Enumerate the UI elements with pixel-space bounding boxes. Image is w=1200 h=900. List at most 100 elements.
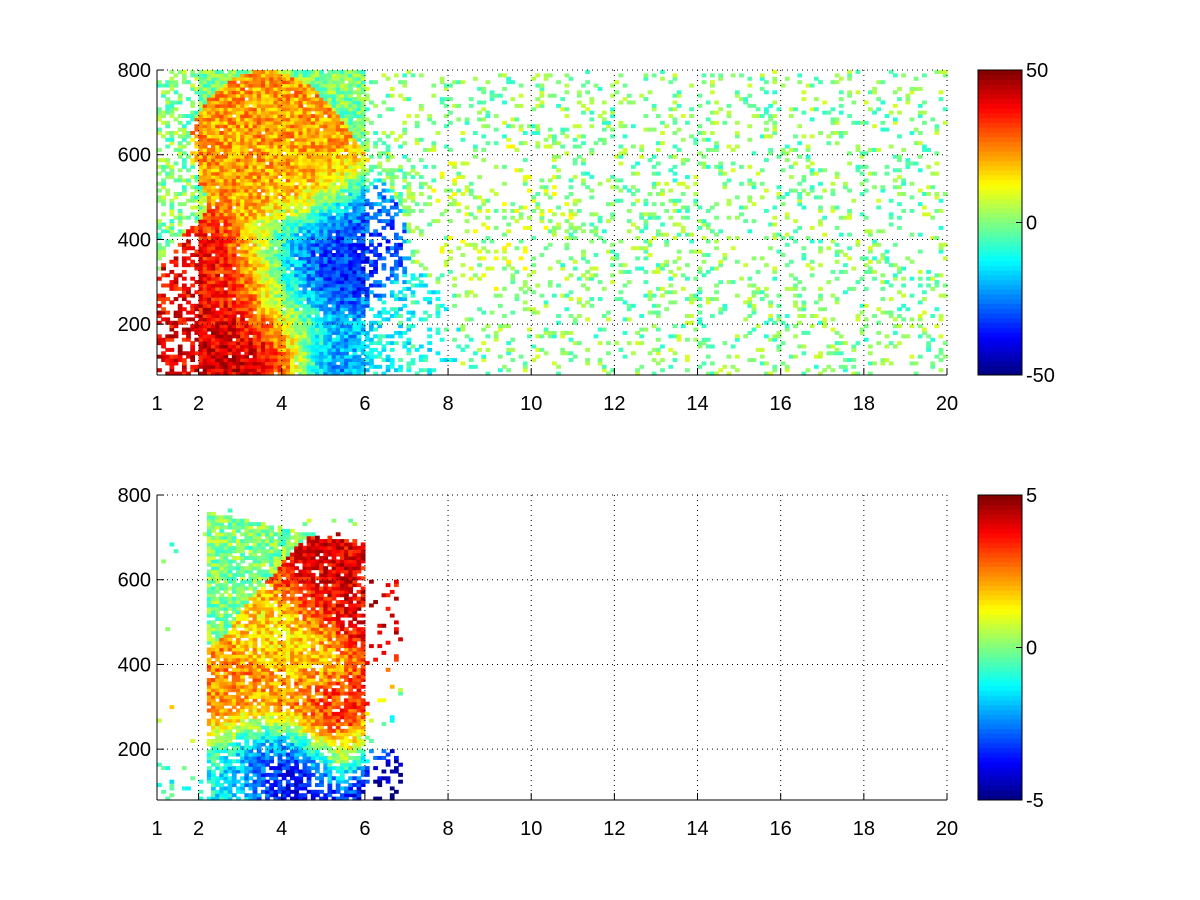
heatmap-cell [339,341,345,346]
heatmap-cell [460,131,466,135]
heatmap-cell [231,303,237,308]
heatmap-cell [294,80,299,85]
heatmap-cell [360,178,366,183]
heatmap-cell [323,263,329,268]
heatmap-cell [335,205,341,210]
heatmap-cell [339,219,345,224]
heatmap-cell [277,97,283,102]
heatmap-cell [572,259,578,264]
heatmap-cell [244,249,250,254]
heatmap-cell [373,266,378,271]
heatmap-cell [310,164,316,169]
heatmap-cell [339,314,345,318]
heatmap-cell [298,185,304,190]
heatmap-cell [281,347,287,352]
heatmap-cell [302,97,308,102]
heatmap-cell [211,266,216,271]
heatmap-cell [157,242,162,247]
heatmap-cell [248,100,254,105]
heatmap-cell [431,164,437,169]
heatmap-cell [369,215,374,220]
heatmap-cell [256,185,262,190]
heatmap-cell [206,175,212,180]
heatmap-cell [506,341,512,346]
heatmap-cell [373,347,378,352]
heatmap-cell [319,175,324,180]
heatmap-cell [161,198,166,203]
heatmap-cell [223,188,229,193]
heatmap-cell [198,93,204,98]
heatmap-cell [310,185,316,190]
heatmap-cell [157,198,162,203]
heatmap-cell [377,192,383,196]
heatmap-cell [576,276,582,281]
heatmap-cell [585,185,591,190]
heatmap-cell [473,351,478,356]
heatmap-cell [190,253,196,257]
heatmap-cell [327,286,333,291]
heatmap-cell [518,141,524,146]
heatmap-cell [202,368,208,373]
heatmap-cell [227,242,233,247]
heatmap-cell [373,259,378,264]
heatmap-cell [294,107,299,112]
heatmap-cell [281,293,287,298]
heatmap-cell [236,229,241,234]
heatmap-cell [198,324,204,329]
heatmap-cell [169,212,175,217]
heatmap-cell [381,317,387,322]
heatmap-cell [265,171,270,176]
heatmap-cell [518,103,524,108]
heatmap-cell [211,334,216,339]
heatmap-cell [335,90,341,95]
heatmap-cell [285,337,291,342]
heatmap-cell [206,242,212,247]
heatmap-cell [202,259,208,264]
heatmap-cell [315,219,320,224]
heatmap-cell [502,246,507,251]
heatmap-cell [244,283,250,288]
heatmap-cell [198,103,204,108]
heatmap-cell [431,290,437,295]
heatmap-cell [236,259,241,264]
heatmap-cell [448,161,453,166]
heatmap-cell [227,310,233,315]
heatmap-cell [356,276,362,281]
heatmap-cell [169,100,175,105]
heatmap-cell [302,222,308,227]
heatmap-cell [394,192,399,196]
heatmap-cell [202,310,208,315]
heatmap-cell [269,147,275,152]
heatmap-cell [506,347,512,352]
heatmap-cell [290,256,295,261]
heatmap-cell [277,259,283,264]
heatmap-cell [339,178,345,183]
heatmap-cell [460,347,466,352]
heatmap-cell [431,120,437,125]
heatmap-cell [240,192,245,196]
heatmap-cell [202,337,208,342]
heatmap-cell [427,273,433,278]
heatmap-cell [543,188,549,193]
heatmap-cell [302,107,308,112]
heatmap-cell [240,73,245,78]
heatmap-cell [173,280,179,285]
heatmap-cell [198,181,204,186]
heatmap-cell [256,134,262,139]
heatmap-cell [315,151,320,156]
heatmap-cell [352,222,358,227]
heatmap-cell [319,293,324,298]
heatmap-cell [252,185,258,190]
heatmap-cell [248,263,254,268]
heatmap-cell [327,256,333,261]
heatmap-cell [335,246,341,251]
heatmap-cell [265,232,270,237]
heatmap-cell [610,127,615,132]
heatmap-cell [248,368,254,373]
heatmap-cell [248,219,254,224]
heatmap-cell [327,147,333,152]
heatmap-cell [348,293,354,298]
heatmap-cell [597,358,603,363]
heatmap-cell [265,297,270,302]
heatmap-cell [348,341,354,346]
